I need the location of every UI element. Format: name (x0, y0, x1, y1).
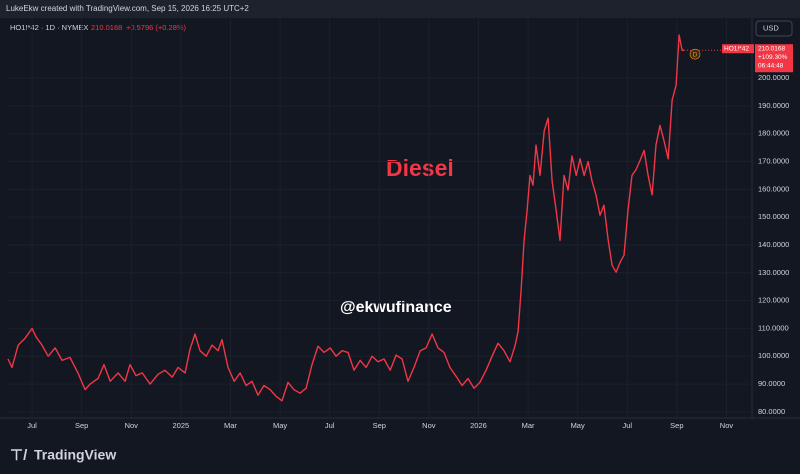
y-tick-label: 170.0000 (758, 157, 789, 166)
price-label-change: +109.30% (758, 54, 788, 61)
x-tick-label: Sep (373, 421, 386, 430)
footer-logo: TradingView (34, 447, 116, 463)
currency[interactable]: USD (763, 23, 779, 32)
footer (0, 440, 800, 474)
annotation: @ekwufinance (340, 299, 452, 316)
x-tick-label: Nov (125, 421, 139, 430)
x-tick-label: 2026 (470, 421, 487, 430)
y-tick-label: 160.0000 (758, 184, 789, 193)
event-marker-label: D (693, 51, 698, 58)
x-tick-label: May (273, 421, 287, 430)
y-tick-label: 190.0000 (758, 101, 789, 110)
symbol-header: HO1!*42 · 1D · NYMEX (10, 23, 88, 32)
x-tick-label: Sep (670, 421, 683, 430)
y-tick-label: 130.0000 (758, 268, 789, 277)
price-change: +0.5796 (+0.28%) (126, 23, 187, 32)
y-tick-label: 120.0000 (758, 296, 789, 305)
y-tick-label: 110.0000 (758, 323, 789, 332)
x-tick-label: Nov (422, 421, 436, 430)
price-label-box (722, 44, 754, 54)
y-tick-label: 80.0000 (758, 407, 785, 416)
price-label-box (755, 44, 793, 73)
x-tick-label: 2025 (173, 421, 190, 430)
annotation: Diesel (386, 155, 454, 181)
top-bar (0, 0, 800, 18)
x-tick-label: May (571, 421, 585, 430)
price-label-symbol: HO1!*42 (724, 45, 749, 52)
top-bar-text: LukeEkw created with TradingView.com, Se… (6, 4, 249, 13)
x-tick-label: Mar (522, 421, 535, 430)
y-tick-label: 100.0000 (758, 351, 789, 360)
x-tick-label: Mar (224, 421, 237, 430)
logo-mark: ⊤/ (10, 447, 28, 464)
y-tick-label: 150.0000 (758, 212, 789, 221)
x-tick-label: Sep (75, 421, 88, 430)
y-tick-label: 200.0000 (758, 73, 789, 82)
price-label-countdown: 06:44:48 (758, 62, 784, 69)
x-tick-label: Jul (27, 421, 37, 430)
x-tick-label: Jul (622, 421, 632, 430)
x-tick-label: Nov (720, 421, 734, 430)
last-price: 210.0168 (91, 23, 122, 32)
x-tick-label: Jul (325, 421, 335, 430)
currency-button[interactable] (755, 20, 793, 37)
y-tick-label: 90.0000 (758, 379, 785, 388)
event-marker (689, 48, 701, 60)
price-line (7, 34, 685, 402)
y-tick-label: 180.0000 (758, 129, 789, 138)
y-tick-label: 140.0000 (758, 240, 789, 249)
price-label: 210.0168 (758, 45, 785, 52)
